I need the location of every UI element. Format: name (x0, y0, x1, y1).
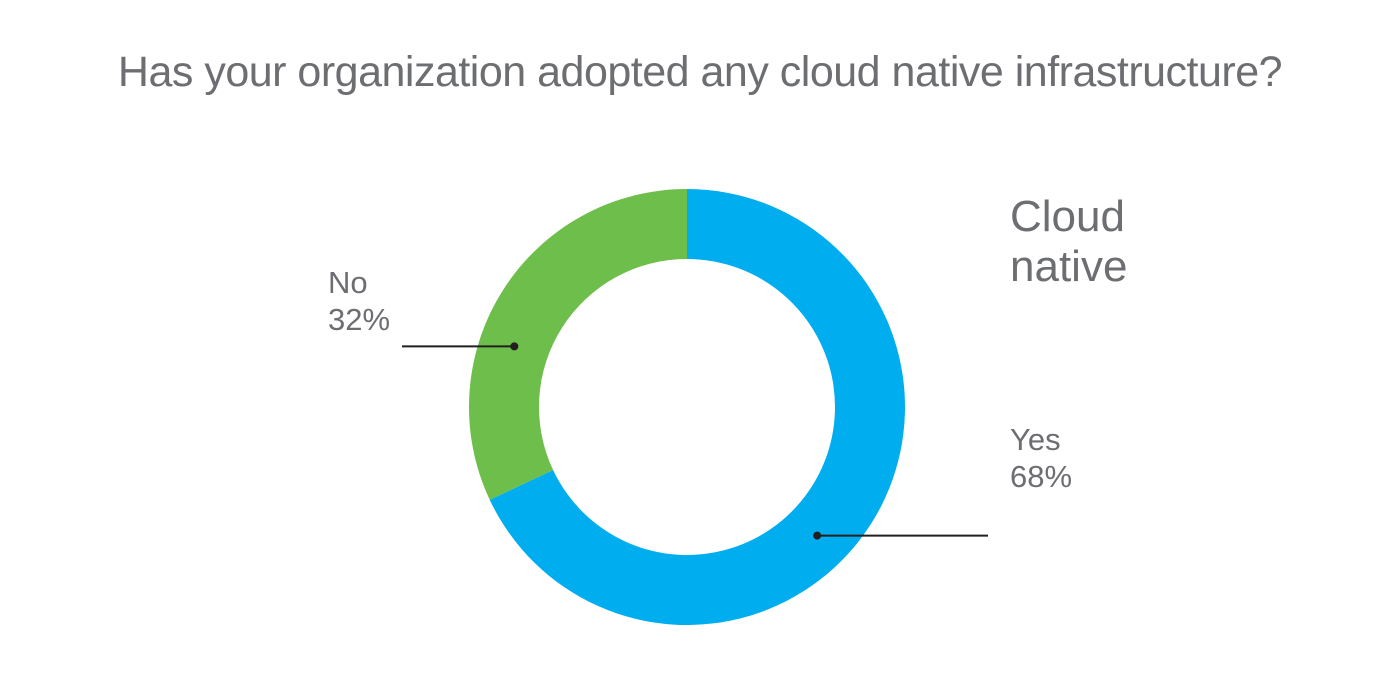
donut-slices (469, 189, 905, 625)
chart-heading-line-1: Cloud (1010, 192, 1125, 241)
leader-dot-yes (813, 531, 822, 540)
slice-category-yes: Yes (1010, 422, 1061, 457)
leader-lines (402, 342, 988, 540)
slice-value-no: 32% (328, 302, 391, 337)
donut-slice-no (469, 189, 687, 500)
chart-heading: Cloud native (1010, 192, 1210, 292)
slice-value-yes: 68% (1010, 459, 1073, 494)
donut-slice-yes (489, 189, 905, 625)
slice-label-yes: Yes 68% (1010, 421, 1072, 495)
slice-label-no: No 32% (328, 264, 390, 338)
chart-title: Has your organization adopted any cloud … (117, 48, 1283, 96)
leader-dot-no (510, 342, 519, 351)
chart-heading-line-2: native (1010, 242, 1128, 291)
slice-category-no: No (328, 265, 368, 300)
